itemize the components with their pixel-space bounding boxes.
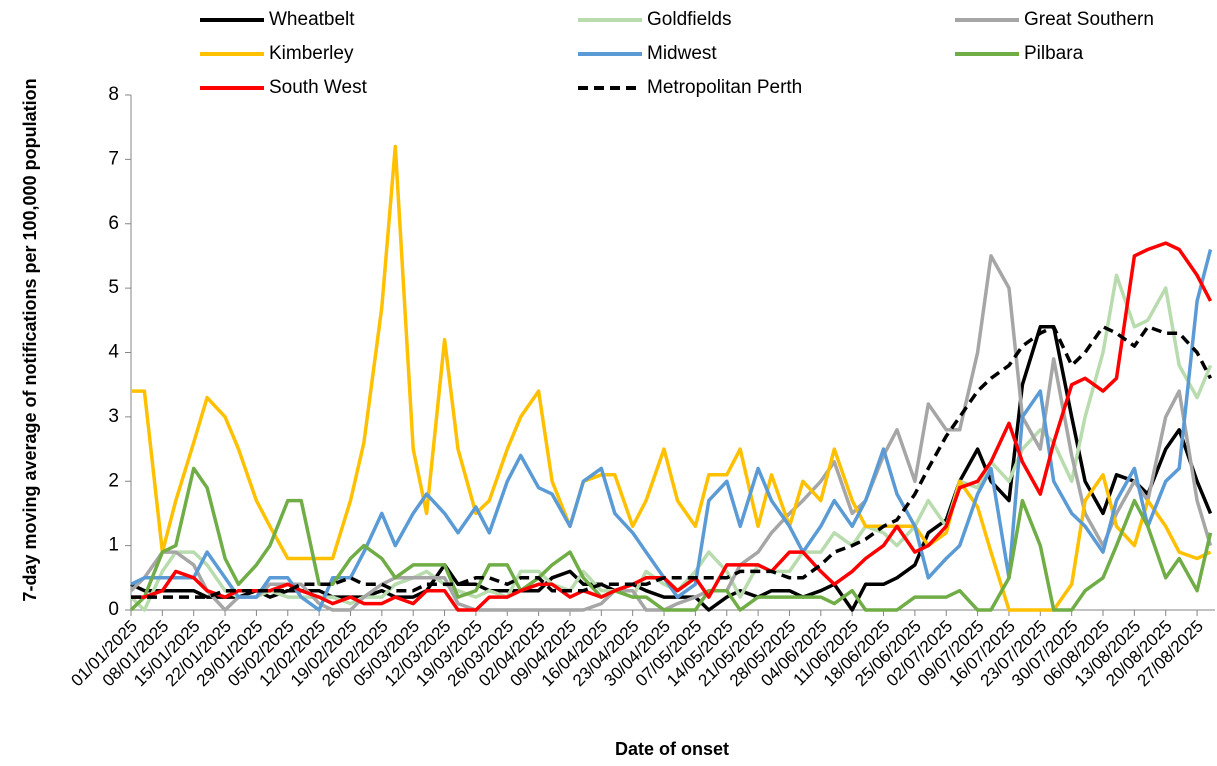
series-line: [131, 144, 1212, 612]
x-axis-title: Date of onset: [615, 739, 729, 759]
series-line: [131, 325, 1213, 599]
y-tick-label: 2: [108, 470, 119, 491]
y-tick-label: 8: [108, 84, 119, 105]
legend-label: Midwest: [647, 43, 717, 64]
y-axis-title: 7-day moving average of notifications pe…: [20, 78, 40, 602]
legend-label: South West: [269, 77, 368, 98]
legend-label: Metropolitan Perth: [647, 77, 802, 98]
legend-label: Great Southern: [1024, 9, 1154, 30]
y-tick-label: 3: [108, 406, 119, 427]
legend-label: Wheatbelt: [269, 9, 355, 30]
series-line: [131, 241, 1213, 612]
series-line: [129, 466, 1213, 612]
y-tick-label: 0: [108, 599, 119, 620]
y-tick-label: 4: [108, 342, 119, 363]
legend-label: Pilbara: [1024, 43, 1084, 64]
series-line: [130, 249, 1213, 612]
y-tick-label: 6: [108, 213, 119, 234]
series-line: [130, 325, 1213, 612]
legend-label: Kimberley: [269, 43, 354, 64]
legend-label: Goldfields: [647, 9, 732, 30]
y-tick-label: 7: [108, 148, 119, 169]
y-tick-label: 5: [108, 277, 119, 298]
y-tick-label: 1: [108, 535, 119, 556]
